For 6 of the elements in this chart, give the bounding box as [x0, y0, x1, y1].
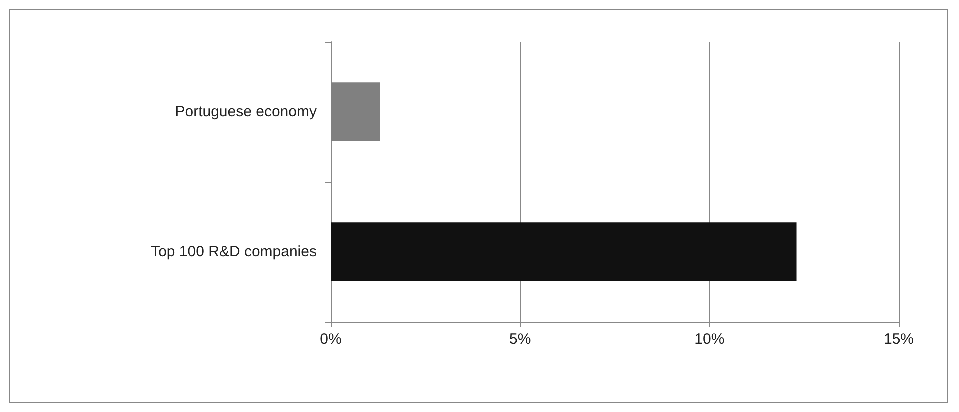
x-tick-label: 5% — [509, 331, 532, 348]
x-tick-label: 0% — [320, 331, 342, 348]
y-tick-label: Top 100 R&D companies — [151, 244, 317, 260]
y-tick-label: Portuguese economy — [175, 104, 318, 120]
x-tick-label: 15% — [884, 331, 914, 348]
x-tick-label: 10% — [694, 331, 725, 348]
